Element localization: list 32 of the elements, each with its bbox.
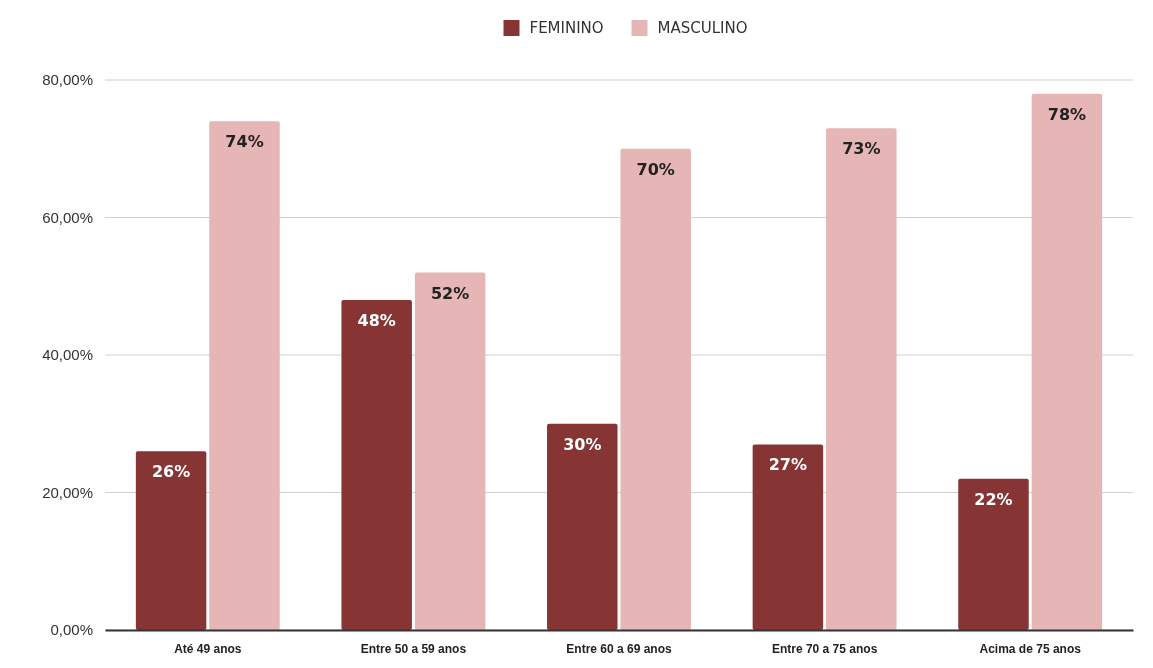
bar (135, 451, 207, 630)
bar (209, 121, 280, 630)
data-label: 74% (225, 132, 264, 152)
bar (547, 423, 618, 630)
data-label: 27% (768, 455, 808, 475)
data-label: 26% (151, 462, 191, 482)
data-label: 30% (563, 434, 602, 454)
y-tick-label: 20,00% (42, 483, 93, 501)
data-label: 73% (842, 139, 881, 159)
x-tick-label: Entre 50 a 59 anos (360, 641, 467, 656)
data-label: 78% (1047, 104, 1087, 124)
legend-label: MASCULINO (657, 19, 748, 37)
y-tick-label: 60,00% (42, 208, 93, 226)
x-tick-label: Entre 60 a 69 anos (566, 641, 673, 656)
y-tick-label: 80,00% (42, 71, 93, 89)
bar (1031, 93, 1103, 630)
data-label: 48% (357, 311, 396, 330)
x-tick-label: Entre 70 a 75 anos (771, 641, 878, 656)
data-label: 52% (430, 283, 470, 303)
bar (341, 300, 412, 630)
y-tick-label: 40,00% (42, 346, 93, 364)
bar (414, 272, 486, 630)
data-label: 22% (974, 489, 1013, 509)
data-label: 70% (636, 159, 675, 179)
bar (620, 148, 691, 630)
x-tick-label: Até 49 anos (174, 641, 242, 656)
bar (752, 444, 824, 630)
bar (826, 128, 897, 630)
y-tick-label: 0,00% (50, 621, 93, 639)
x-tick-label: Acima de 75 anos (979, 641, 1082, 656)
legend-label: FEMININO (529, 19, 604, 37)
bar (958, 478, 1029, 630)
